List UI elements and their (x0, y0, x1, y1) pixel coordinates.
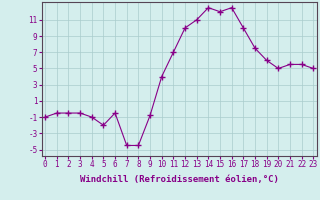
X-axis label: Windchill (Refroidissement éolien,°C): Windchill (Refroidissement éolien,°C) (80, 175, 279, 184)
